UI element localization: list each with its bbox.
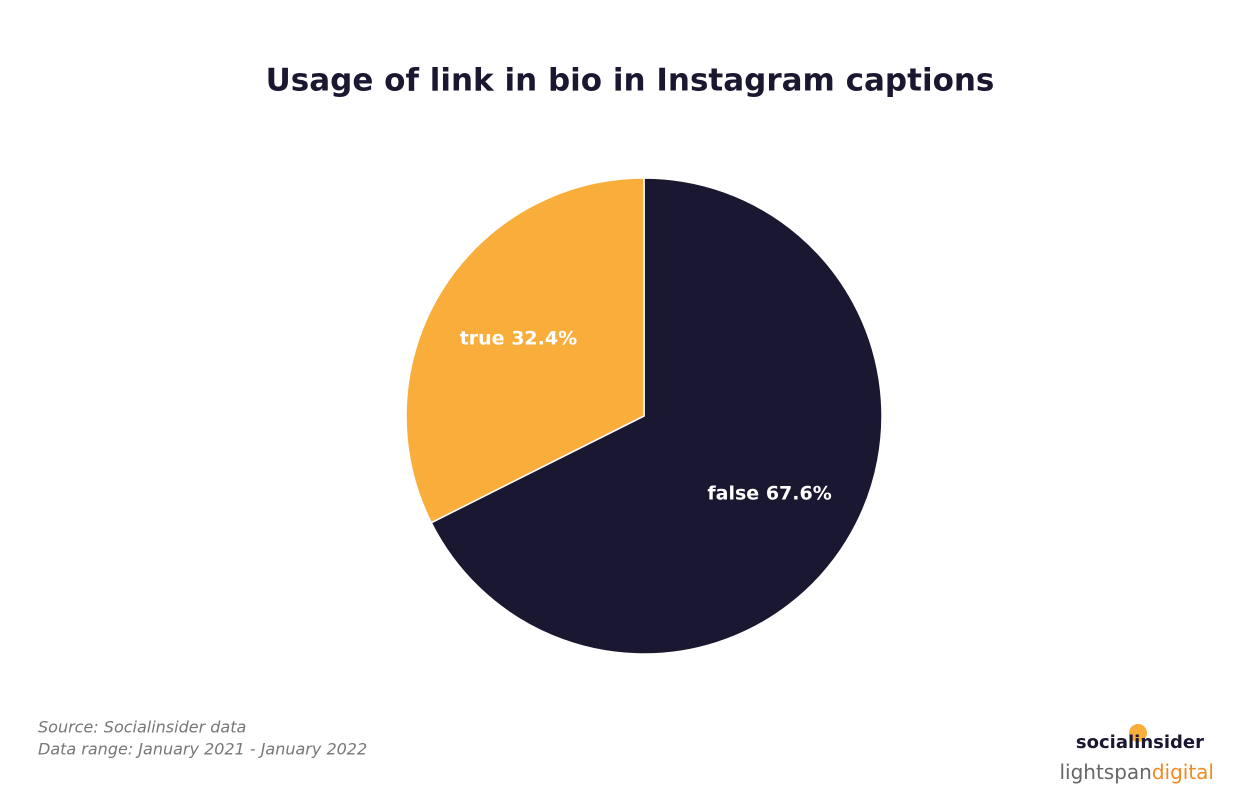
pie-labels: false 67.6% true 32.4%: [460, 327, 832, 504]
range-note: Data range: January 2021 - January 2022: [38, 740, 367, 759]
logo-dot: [1129, 724, 1147, 742]
logo-part: lightspan: [1059, 760, 1151, 784]
pie: [405, 177, 883, 655]
source-note: Source: Socialinsider data: [38, 718, 246, 737]
slice-label: false 67.6%: [707, 482, 831, 504]
pie-slice: [405, 177, 645, 524]
pie-slice: [430, 177, 883, 655]
chart-title: Usage of link in bio in Instagram captio…: [266, 63, 995, 99]
slice-category: true: [460, 327, 505, 349]
slice-category: false: [707, 482, 759, 504]
logo-lightspan: lightspandigital: [1059, 760, 1214, 784]
logo-part: digital: [1152, 760, 1214, 784]
logo-socialinsider: socialinsider: [1076, 732, 1204, 753]
slice-value: 67.6%: [766, 482, 832, 504]
slice-value: 32.4%: [511, 327, 577, 349]
slice-label: true 32.4%: [460, 327, 577, 349]
